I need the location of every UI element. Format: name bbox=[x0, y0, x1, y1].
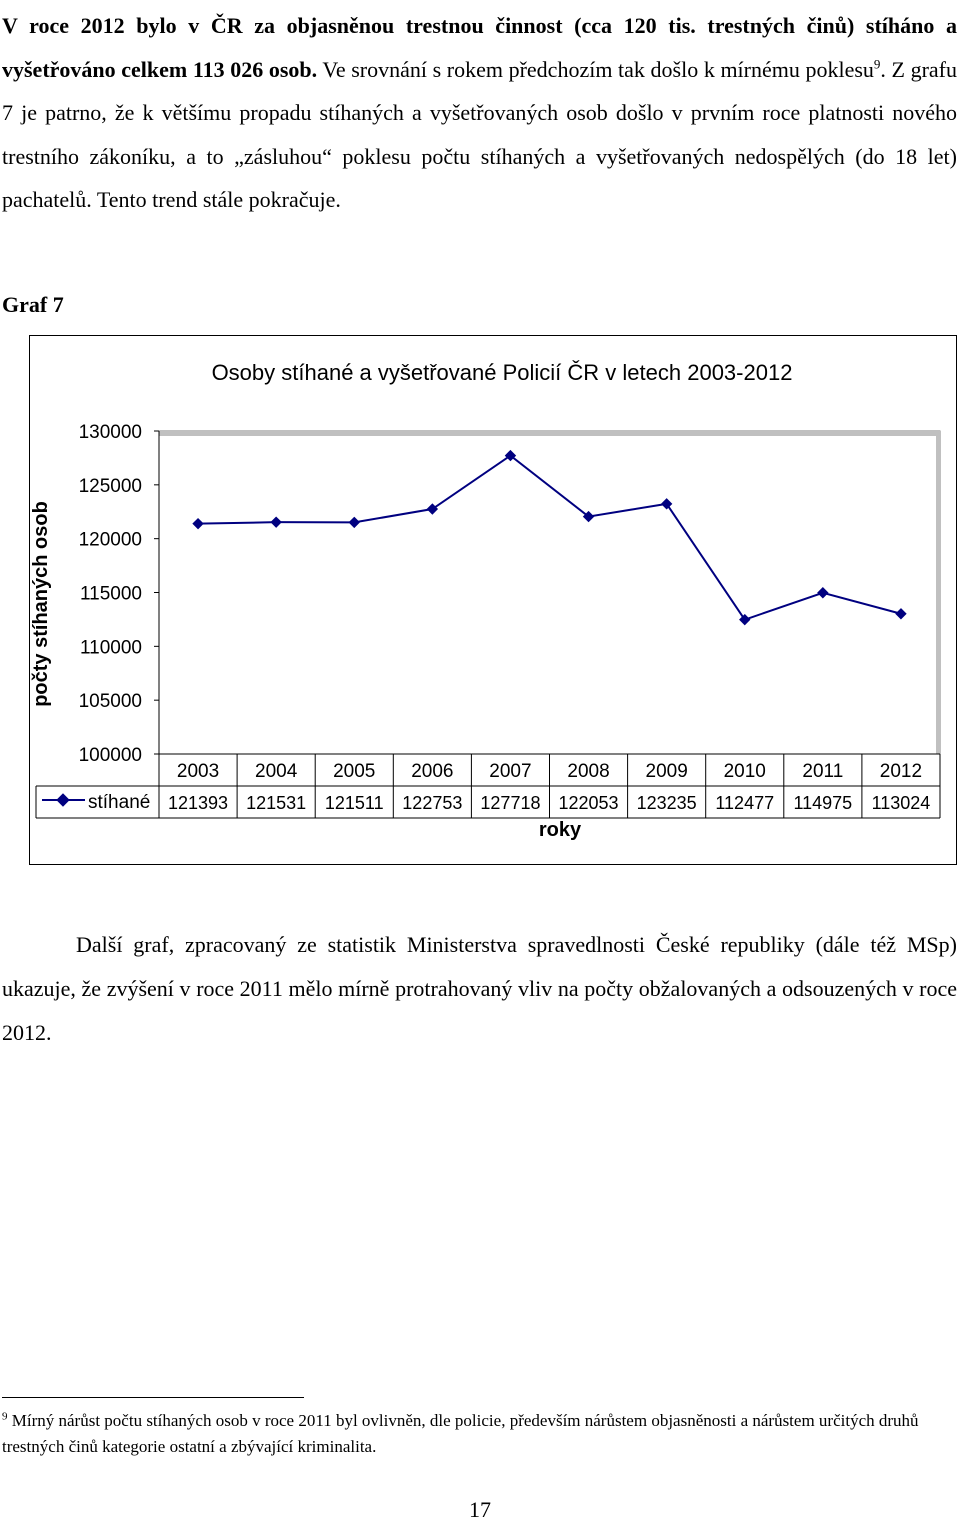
table-value: 122053 bbox=[559, 793, 619, 813]
x-category-label: 2006 bbox=[411, 761, 453, 782]
y-tick-label: 110000 bbox=[80, 637, 142, 658]
table-value: 122753 bbox=[402, 793, 462, 813]
x-category-label: 2012 bbox=[880, 761, 922, 782]
data-point bbox=[192, 517, 204, 530]
x-category-label: 2011 bbox=[802, 761, 843, 782]
x-category-label: 2008 bbox=[567, 761, 609, 782]
data-point bbox=[739, 613, 751, 626]
table-value: 112477 bbox=[715, 793, 774, 813]
y-tick-label: 125000 bbox=[79, 476, 142, 497]
table-value: 121511 bbox=[325, 793, 384, 813]
table-value: 113024 bbox=[872, 793, 931, 813]
y-axis-title: počty stíhaných osob bbox=[30, 501, 52, 707]
figure-label: Graf 7 bbox=[2, 292, 64, 317]
x-category-label: 2010 bbox=[724, 761, 766, 782]
chart-title: Osoby stíhané a vyšetřované Policií ČR v… bbox=[212, 360, 793, 385]
y-tick-label: 105000 bbox=[79, 691, 142, 712]
legend-marker bbox=[56, 793, 70, 807]
series-line bbox=[198, 454, 902, 621]
intro-text-b: . Z grafu 7 je patrno, že k většímu prop… bbox=[2, 56, 958, 213]
y-tick-label: 120000 bbox=[79, 530, 142, 551]
legend-series-name: stíhané bbox=[88, 792, 150, 813]
footnote: 9 Mírný nárůst počtu stíhaných osob v ro… bbox=[2, 1408, 942, 1460]
data-point bbox=[270, 516, 282, 528]
x-category-label: 2007 bbox=[489, 761, 531, 782]
footnote-separator bbox=[2, 1397, 304, 1398]
line-chart: Osoby stíhané a vyšetřované Policií ČR v… bbox=[30, 360, 941, 841]
intro-text-a: Ve srovnání s rokem předchozím tak došlo… bbox=[317, 56, 874, 82]
table-value: 123235 bbox=[637, 793, 697, 813]
table-value: 127718 bbox=[480, 793, 540, 813]
x-category-label: 2009 bbox=[646, 761, 688, 782]
table-value: 114975 bbox=[793, 793, 852, 813]
footnote-number: 9 bbox=[2, 1410, 8, 1423]
page-number: 17 bbox=[469, 1497, 491, 1522]
table-value: 121531 bbox=[246, 793, 306, 813]
table-value: 121393 bbox=[168, 793, 228, 813]
y-tick-label: 100000 bbox=[79, 745, 142, 766]
data-point bbox=[348, 516, 360, 529]
intro-paragraph: V roce 2012 bylo v ČR za objasněnou tres… bbox=[2, 4, 957, 222]
chart-frame: Osoby stíhané a vyšetřované Policií ČR v… bbox=[29, 335, 957, 865]
data-point bbox=[895, 608, 907, 620]
x-category-label: 2004 bbox=[255, 761, 298, 782]
x-category-label: 2005 bbox=[333, 761, 375, 782]
x-axis-title: roky bbox=[539, 819, 582, 841]
intro-bold-text: V roce 2012 bylo v ČR za objasněnou tres… bbox=[2, 13, 957, 82]
data-point bbox=[582, 510, 595, 523]
data-point bbox=[660, 498, 673, 510]
footnote-reference[interactable]: 9 bbox=[873, 56, 881, 72]
footnote-text: Mírný nárůst počtu stíhaných osob v roce… bbox=[2, 1411, 919, 1456]
second-paragraph: Další graf, zpracovaný ze statistik Mini… bbox=[2, 932, 957, 1045]
data-point bbox=[817, 587, 829, 599]
y-tick-label: 115000 bbox=[80, 584, 142, 605]
x-category-label: 2003 bbox=[177, 761, 219, 782]
data-point bbox=[504, 449, 517, 462]
y-tick-label: 130000 bbox=[79, 422, 142, 443]
data-point bbox=[426, 503, 439, 515]
